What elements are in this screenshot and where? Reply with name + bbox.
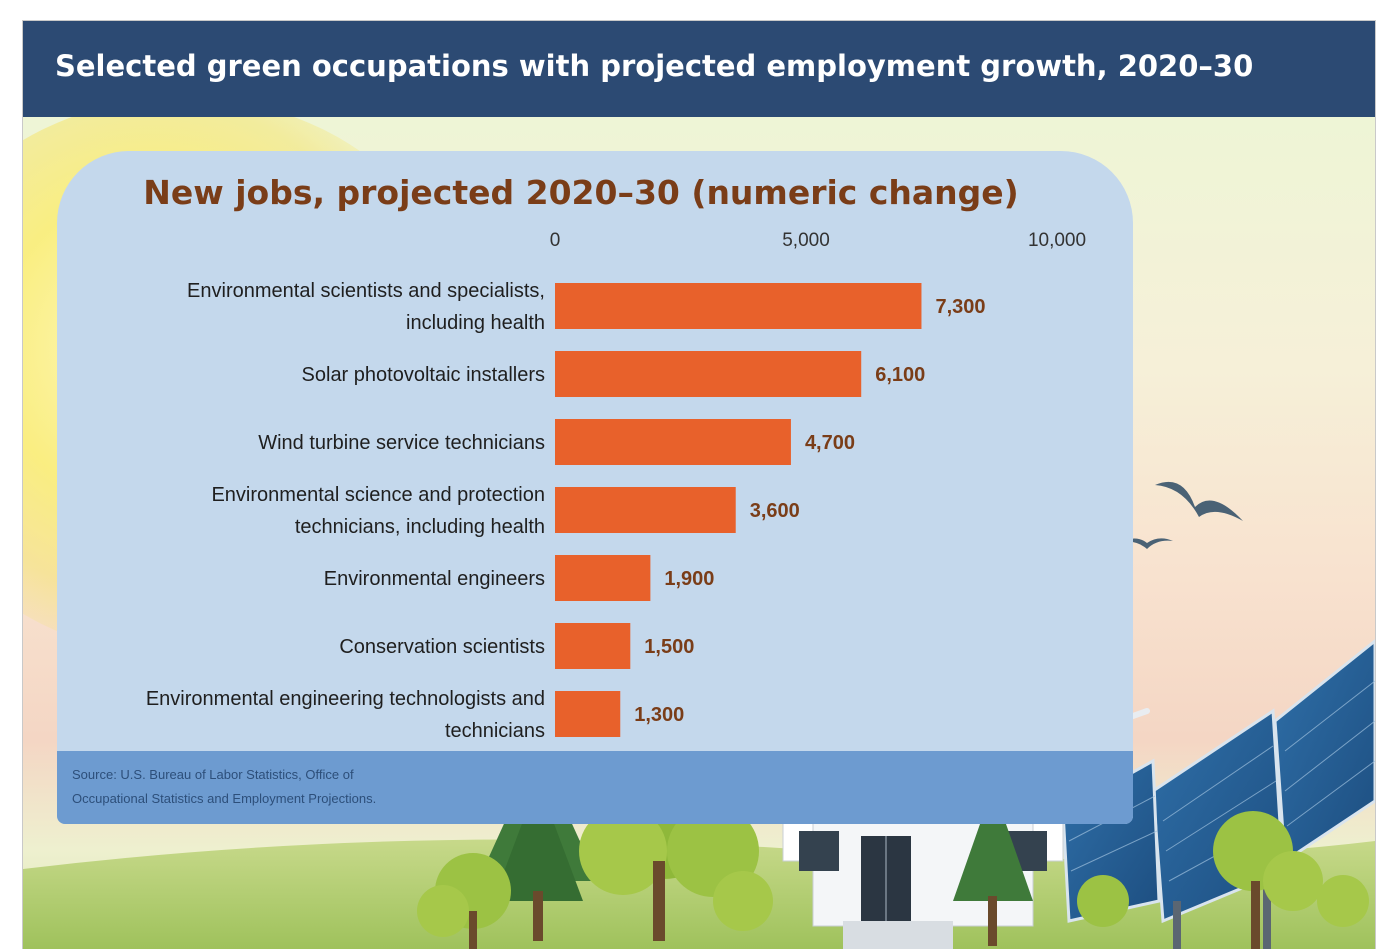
bar (555, 351, 862, 397)
category-label: including health (406, 312, 545, 334)
source-line: Source: U.S. Bureau of Labor Statistics,… (72, 767, 354, 782)
x-tick-label: 5,000 (782, 230, 830, 251)
value-label: 1,500 (644, 636, 694, 658)
value-label: 1,300 (634, 704, 684, 726)
source-note: Source: U.S. Bureau of Labor Statistics,… (72, 763, 532, 811)
chart-title: New jobs, projected 2020–30 (numeric cha… (143, 173, 1019, 212)
page-title: Selected green occupations with projecte… (55, 49, 1254, 83)
source-line: Occupational Statistics and Employment P… (72, 791, 377, 806)
infographic-frame: Selected green occupations with projecte… (22, 20, 1376, 949)
bar (555, 623, 631, 669)
bar (555, 691, 621, 737)
category-label: Solar photovoltaic installers (302, 364, 545, 386)
value-label: 3,600 (750, 500, 800, 522)
chart-panel: Source: U.S. Bureau of Labor Statistics,… (57, 151, 1133, 824)
category-label: technicians (445, 720, 545, 742)
bar (555, 555, 651, 601)
source-footer: Source: U.S. Bureau of Labor Statistics,… (57, 751, 1133, 824)
category-label: Environmental science and protection (211, 484, 545, 506)
category-label: Environmental scientists and specialists… (187, 280, 545, 302)
bar (555, 419, 791, 465)
x-tick-label: 10,000 (1028, 230, 1086, 251)
header-bar: Selected green occupations with projecte… (23, 21, 1375, 117)
bar-chart: 0 5,000 10,000 7,300 Environmental scientist… (146, 230, 1086, 742)
category-label: Conservation scientists (339, 636, 545, 658)
value-label: 6,100 (875, 364, 925, 386)
bird-icon (1155, 481, 1243, 521)
category-label: Environmental engineers (324, 568, 545, 590)
category-label: technicians, including health (295, 516, 545, 538)
bar (555, 487, 736, 533)
bar (555, 283, 922, 329)
x-tick-label: 0 (550, 230, 561, 251)
value-label: 4,700 (805, 432, 855, 454)
value-label: 1,900 (664, 568, 714, 590)
category-label: Environmental engineering technologists … (146, 688, 545, 710)
value-label: 7,300 (935, 296, 985, 318)
category-label: Wind turbine service technicians (258, 432, 545, 454)
